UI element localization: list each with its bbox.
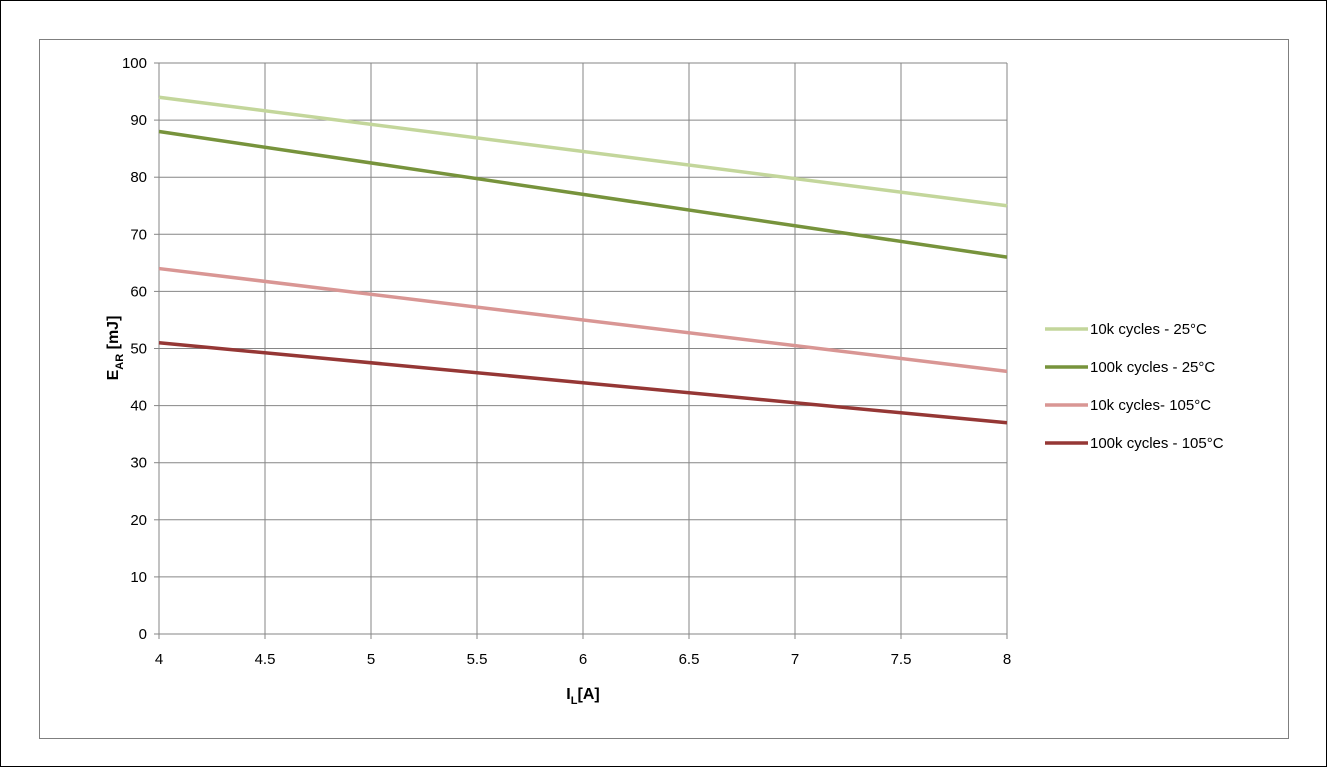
y-tick-label: 0 bbox=[139, 626, 147, 643]
series-line-4 bbox=[158, 341, 1008, 425]
y-axis-title: EAR [mJ] bbox=[105, 316, 126, 381]
x-tick-label: 4.5 bbox=[255, 651, 276, 668]
gridlines bbox=[159, 62, 1008, 634]
x-tick-label: 7 bbox=[791, 651, 799, 668]
series-lines bbox=[158, 95, 1008, 425]
y-tick-label: 90 bbox=[130, 112, 147, 129]
x-tick-label: 6 bbox=[579, 651, 587, 668]
axes bbox=[154, 62, 1008, 639]
legend-label: 100k cycles - 105°C bbox=[1090, 435, 1224, 452]
y-tick-label: 80 bbox=[130, 169, 147, 186]
x-tick-label: 6.5 bbox=[679, 651, 700, 668]
series-line-3 bbox=[158, 266, 1008, 374]
y-tick-label: 30 bbox=[130, 455, 147, 472]
x-tick-labels: 4 4.5 5 5.5 6 6.5 7 7.5 8 bbox=[155, 651, 1011, 668]
y-tick-label: 60 bbox=[130, 283, 147, 300]
legend-label: 10k cycles - 25°C bbox=[1090, 321, 1207, 338]
y-tick-labels: 0 10 20 30 40 50 60 70 80 90 100 bbox=[122, 55, 147, 643]
legend: 10k cycles - 25°C 100k cycles - 25°C 10k c… bbox=[1045, 321, 1224, 452]
legend-label: 10k cycles- 105°C bbox=[1090, 397, 1211, 414]
x-tick-label: 8 bbox=[1003, 651, 1011, 668]
x-axis-title: IL[A] bbox=[566, 686, 599, 707]
legend-item: 100k cycles - 105°C bbox=[1045, 435, 1224, 452]
legend-item: 10k cycles - 25°C bbox=[1045, 321, 1207, 338]
legend-item: 10k cycles- 105°C bbox=[1045, 397, 1211, 414]
y-tick-label: 50 bbox=[130, 341, 147, 358]
chart-area bbox=[39, 39, 1289, 739]
x-tick-label: 5.5 bbox=[467, 651, 488, 668]
x-tick-label: 7.5 bbox=[891, 651, 912, 668]
y-tick-label: 20 bbox=[130, 512, 147, 529]
series-line-1 bbox=[158, 95, 1008, 208]
legend-label: 100k cycles - 25°C bbox=[1090, 359, 1215, 376]
series-line-2 bbox=[158, 129, 1008, 259]
x-tick-label: 4 bbox=[155, 651, 163, 668]
y-tick-label: 100 bbox=[122, 55, 147, 72]
y-tick-label: 10 bbox=[130, 569, 147, 586]
x-tick-label: 5 bbox=[367, 651, 375, 668]
y-tick-label: 40 bbox=[130, 398, 147, 415]
legend-item: 100k cycles - 25°C bbox=[1045, 359, 1215, 376]
y-tick-label: 70 bbox=[130, 226, 147, 243]
